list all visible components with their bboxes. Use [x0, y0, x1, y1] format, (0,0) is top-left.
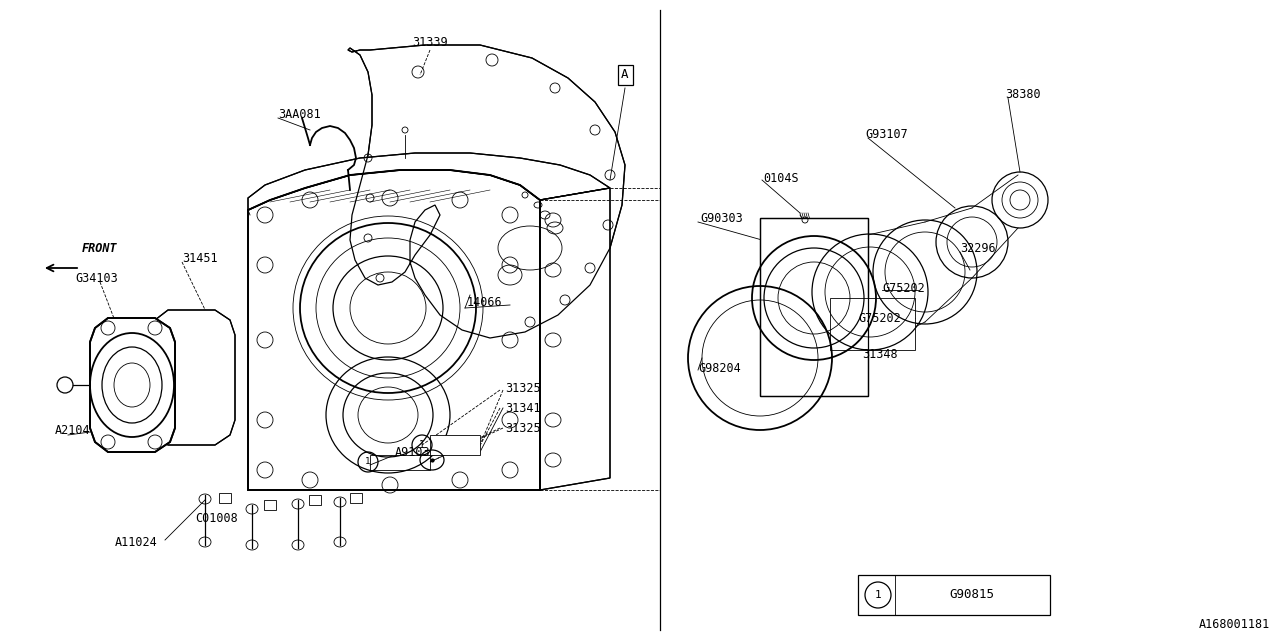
Text: 0104S: 0104S: [763, 172, 799, 184]
Polygon shape: [430, 435, 480, 455]
Text: G93107: G93107: [865, 129, 908, 141]
Text: FRONT: FRONT: [82, 241, 118, 255]
Text: 38380: 38380: [1005, 88, 1041, 102]
Text: G75202: G75202: [858, 312, 901, 324]
Text: A168001181: A168001181: [1199, 618, 1270, 632]
Polygon shape: [348, 45, 625, 338]
Text: G75202: G75202: [882, 282, 924, 294]
Text: G98204: G98204: [698, 362, 741, 374]
Text: A91036: A91036: [396, 447, 438, 460]
Text: 31348: 31348: [861, 349, 897, 362]
Polygon shape: [829, 298, 915, 350]
Text: A: A: [621, 68, 628, 81]
Polygon shape: [540, 188, 611, 490]
Text: 31325: 31325: [506, 381, 540, 394]
Text: G90303: G90303: [700, 211, 742, 225]
Polygon shape: [248, 153, 611, 210]
Text: A21047: A21047: [55, 424, 97, 436]
Polygon shape: [150, 310, 236, 445]
Polygon shape: [858, 575, 1050, 615]
Polygon shape: [760, 218, 868, 396]
Text: A11024: A11024: [115, 536, 157, 550]
Text: 31339: 31339: [412, 35, 448, 49]
Text: 1: 1: [365, 458, 371, 467]
Text: 3AA081: 3AA081: [278, 109, 321, 122]
Polygon shape: [90, 318, 175, 452]
Text: 31325: 31325: [506, 422, 540, 435]
Polygon shape: [248, 170, 540, 490]
Text: 31341: 31341: [506, 401, 540, 415]
Text: 31451: 31451: [182, 252, 218, 264]
Text: 1: 1: [874, 590, 882, 600]
Text: G34103: G34103: [76, 271, 118, 285]
Text: 14066: 14066: [467, 296, 503, 308]
Text: 32296: 32296: [960, 241, 996, 255]
Text: G90815: G90815: [950, 589, 995, 602]
Text: C01008: C01008: [195, 511, 238, 525]
Text: 1: 1: [419, 440, 425, 450]
